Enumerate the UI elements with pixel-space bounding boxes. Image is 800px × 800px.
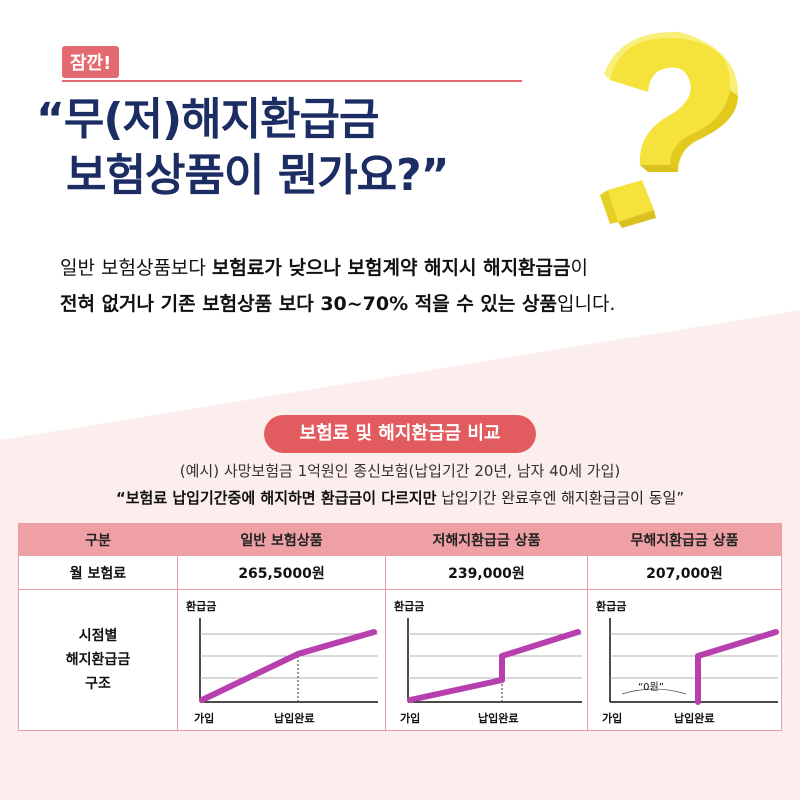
chart-x-start: 가입: [194, 711, 214, 725]
description-bold-2: 전혀 없거나 기존 보험상품 보다 30~70% 적을 수 있는 상품: [60, 293, 557, 315]
header-no-refund: 무해지환급금 상품: [586, 523, 783, 556]
premium-label: 월 보험료: [17, 555, 179, 590]
premium-low-refund: 239,000원: [385, 555, 588, 590]
chart-ylabel: 환급금: [596, 599, 626, 613]
chart-ylabel: 환급금: [394, 599, 424, 613]
question-mark-icon: [600, 31, 739, 228]
table-header-row: 구분 일반 보험상품 저해지환급금 상품 무해지환급금 상품: [17, 523, 783, 556]
badge-underline: [62, 80, 522, 82]
headline: “무(저)해지환급금 보험상품이 뭔가요?”: [36, 92, 450, 204]
header-category: 구분: [17, 523, 179, 556]
chart-ylabel: 환급금: [186, 599, 216, 613]
premium-general: 265,5000원: [177, 555, 386, 590]
description-bold-1: 보험료가 낮으나 보험계약 해지시 해지환급금: [211, 257, 571, 279]
section-title: 보험료 및 해지환급금 비교: [264, 415, 536, 453]
chart-x-end: 납입완료: [674, 711, 714, 725]
comparison-table: 구분 일반 보험상품 저해지환급금 상품 무해지환급금 상품 월 보험료 265…: [17, 523, 783, 731]
chart-general: 환급금 가입 납입완료: [177, 589, 386, 731]
table-row-premium: 월 보험료 265,5000원 239,000원 207,000원: [17, 555, 783, 590]
chart-low-refund: 환급금 가입 납입완료: [385, 589, 588, 731]
description: 일반 보험상품보다 보험료가 낮으나 보험계약 해지시 해지환급금이 전혀 없거…: [60, 257, 616, 315]
notice-badge: 잠깐!: [62, 46, 120, 78]
comparison-quote: “보험료 납입기간중에 해지하면 환급금이 다르지만 납입기간 완료후엔 해지환…: [115, 489, 685, 507]
header-low-refund: 저해지환급금 상품: [385, 523, 588, 556]
refund-line: [694, 629, 779, 705]
zero-label: “0원”: [638, 681, 664, 693]
table-row-structure: 시점별 해지환급금 구조 환급금 가입 납입완료 환급금: [17, 589, 783, 731]
chart-x-end: 납입완료: [478, 711, 518, 725]
refund-line: [199, 629, 378, 703]
chart-no-refund: 환급금 “0원” 가입 납입완료: [586, 589, 783, 731]
header-general: 일반 보험상품: [177, 523, 386, 556]
chart-x-end: 납입완료: [274, 711, 314, 725]
chart-x-start: 가입: [400, 711, 420, 725]
headline-line-2: 보험상품이 뭔가요?”: [66, 150, 450, 201]
example-note: (예시) 사망보험금 1억원인 종신보험(납입기간 20년, 남자 40세 가입…: [179, 462, 621, 480]
refund-line: [407, 629, 581, 703]
premium-no-refund: 207,000원: [586, 555, 783, 590]
structure-label: 시점별 해지환급금 구조: [17, 589, 179, 731]
headline-line-1: “무(저)해지환급금: [36, 94, 379, 145]
chart-x-start: 가입: [602, 711, 622, 725]
